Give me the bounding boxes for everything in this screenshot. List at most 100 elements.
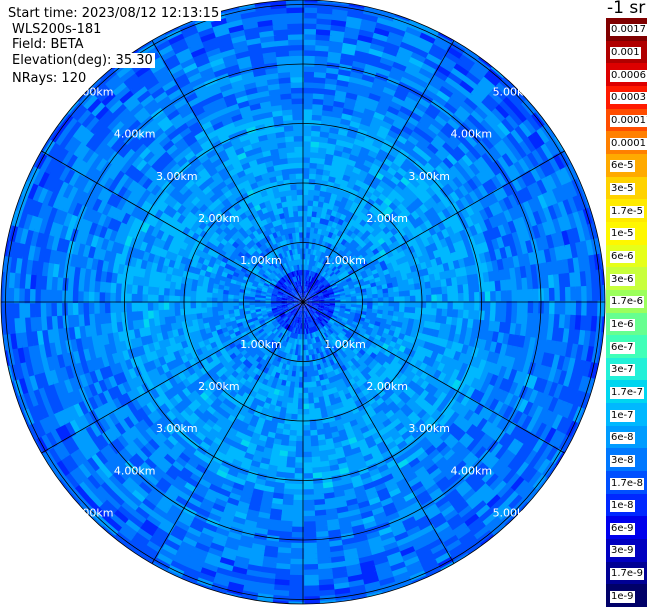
radar-gate-cell [265, 293, 272, 298]
radar-gate-cell [300, 285, 302, 292]
radar-gate-cell [479, 291, 486, 303]
radar-gate-cell [283, 274, 289, 281]
radar-gate-cell [291, 270, 295, 277]
radar-gate-cell [306, 286, 309, 292]
radar-gate-cell [308, 303, 315, 305]
radar-gate-cell [306, 306, 311, 311]
radar-gate-cell [318, 328, 324, 336]
radar-gate-cell [318, 316, 324, 322]
radar-gate-cell [200, 301, 207, 308]
radar-gate-cell [321, 271, 328, 278]
radar-gate-cell [344, 274, 352, 281]
radar-gate-cell [311, 321, 316, 328]
radar-gate-cell [261, 313, 269, 318]
radar-gate-cell [297, 280, 300, 287]
radar-gate-cell [285, 312, 292, 317]
radar-gate-cell [306, 292, 311, 298]
radar-gate-cell [282, 294, 288, 298]
radar-gate-cell [322, 289, 329, 294]
radar-gate-cell [157, 301, 164, 311]
radar-gate-cell [295, 293, 300, 298]
radar-gate-cell [270, 263, 277, 271]
radar-gate-cell [319, 263, 325, 270]
radar-gate-cell [268, 332, 275, 339]
radar-gate-cell [281, 263, 287, 270]
radar-gate-cell [291, 338, 296, 345]
radar-gate-cell [304, 323, 306, 330]
radar-gate-cell [274, 284, 281, 289]
radar-gate-cell [313, 278, 318, 285]
radar-gate-cell [516, 289, 524, 303]
radar-gate-cell [307, 297, 314, 301]
radar-gate-cell [436, 294, 443, 303]
radar-gate-cell [266, 311, 274, 316]
radar-gate-cell [334, 328, 342, 335]
radar-gate-cell [323, 265, 329, 272]
radar-gate-cell [294, 270, 298, 277]
radar-gate-cell [330, 325, 337, 332]
radar-gate-cell [296, 188, 304, 196]
radar-gate-cell [266, 310, 273, 314]
radar-gate-cell [333, 259, 340, 267]
radar-gate-cell [317, 323, 323, 330]
radar-gate-cell [338, 275, 346, 281]
radar-gate-cell [325, 284, 332, 289]
radar-gate-cell [292, 114, 304, 121]
radar-gate-cell [275, 266, 282, 273]
radar-gate-cell [332, 323, 339, 330]
radar-gate-cell [297, 291, 301, 298]
radar-gate-cell [334, 278, 341, 284]
radar-gate-cell [318, 296, 325, 299]
radar-gate-cell [277, 309, 284, 314]
radar-gate-cell [306, 305, 311, 311]
radar-gate-cell [330, 316, 337, 322]
radar-gate-cell [279, 277, 286, 284]
radar-gate-cell [351, 298, 358, 303]
radar-gate-cell [302, 392, 309, 399]
radar-gate-cell [337, 325, 344, 331]
radar-gate-cell [307, 311, 311, 318]
radar-gate-cell [308, 288, 313, 294]
radar-gate-cell [290, 290, 296, 296]
radar-gate-cell [326, 336, 332, 343]
radar-gate-cell [340, 295, 347, 299]
radar-gate-cell [333, 322, 340, 328]
radar-gate-cell [291, 265, 295, 272]
radar-gate-cell [337, 284, 344, 289]
radar-gate-cell [277, 265, 283, 272]
radar-gate-cell [317, 291, 324, 296]
radar-gate-cell [324, 337, 330, 345]
radar-gate-cell [294, 305, 299, 310]
radar-gate-cell [297, 306, 301, 313]
radar-gate-cell [342, 315, 350, 320]
radar-gate-cell [307, 303, 314, 307]
radar-gate-cell [286, 302, 293, 304]
radar-gate-cell [279, 312, 286, 317]
radar-gate-cell [315, 318, 321, 325]
radar-gate-cell [206, 301, 213, 308]
radar-gate-cell [340, 277, 347, 283]
radar-gate-cell [342, 317, 349, 322]
radar-gate-cell [266, 330, 273, 337]
radar-gate-cell [289, 314, 294, 320]
radar-gate-cell [312, 306, 319, 310]
radar-gate-cell [333, 290, 340, 294]
radar-gate-cell [329, 281, 337, 287]
radar-gate-cell [286, 303, 293, 306]
radar-gate-cell [274, 275, 281, 281]
radar-gate-cell [323, 272, 329, 279]
radar-gate-cell [298, 285, 301, 292]
radar-gate-cell [309, 288, 314, 294]
radar-gate-cell [331, 284, 338, 290]
radar-gate-cell [287, 342, 293, 350]
radar-gate-cell [318, 305, 325, 308]
radar-gate-cell [309, 327, 314, 334]
radar-gate-cell [309, 289, 315, 295]
radar-gate-cell [316, 310, 322, 315]
radar-gate-cell [306, 317, 309, 324]
radar-gate-cell [274, 315, 281, 320]
radar-gate-cell [328, 307, 335, 311]
radar-gate-cell [334, 297, 341, 301]
radar-gate-cell [339, 309, 346, 314]
radar-gate-cell [305, 280, 308, 287]
